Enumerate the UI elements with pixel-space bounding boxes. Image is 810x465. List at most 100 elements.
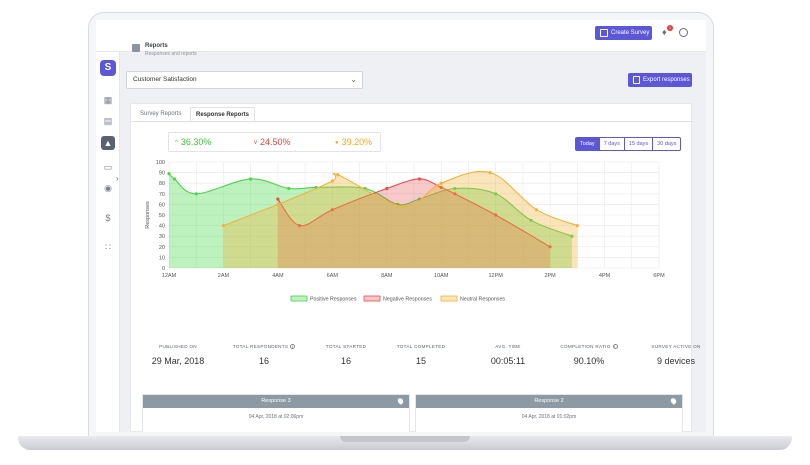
summary-label: TOTAL RESPONDENTS i [219,344,309,349]
dashboard-icon[interactable]: ▦ [103,95,113,105]
x-tick-label: 6AM [327,273,339,279]
data-point [221,224,226,228]
response-panel[interactable]: Response 3 04 Apr, 2018 at 02:06pm [142,394,410,432]
summary-value: 16 [340,356,351,366]
summary-item: AVG. TIME 00:05:11 [463,344,553,366]
x-tick-label: 8AM [381,273,393,279]
y-tick-label: 30 [159,234,165,240]
summary-value: 90.10% [573,356,605,366]
summary-item: COMPLETION RATIO i 90.10% [544,344,634,366]
y-tick-label: 60 [159,202,165,208]
clipboard-icon[interactable]: ▤ [103,116,113,126]
summary-label-text: COMPLETION RATIO [560,344,611,349]
data-point [453,186,457,191]
data-point [488,171,492,175]
report-card: Survey Reports Response Reports ^ 36.30% … [130,103,700,432]
page-title: Reports [145,43,168,49]
data-point [417,177,422,181]
create-survey-button[interactable]: Create Survey [595,26,652,40]
summary-label-text: TOTAL RESPONDENTS [232,344,289,349]
summary-label: COMPLETION RATIO i [544,344,634,349]
y-tick-label: 0 [162,266,165,272]
range-30-days-button[interactable]: 30 days [657,141,677,147]
legend-label: Positive Responses [310,297,357,303]
series-area [223,171,578,268]
y-tick-label: 80 [159,181,165,187]
series-area [169,173,572,268]
user-avatar-icon[interactable] [679,28,688,37]
x-tick-label: 12PM [488,273,503,279]
stat-neutral: ● 39.20% [335,137,372,149]
location-pin-icon[interactable] [669,397,678,405]
data-point [194,192,198,196]
x-tick-label: 4PM [599,273,611,279]
arrow-up-icon: ^ [175,140,178,146]
range-7-days-button[interactable]: 7 days [600,138,625,150]
data-point [439,185,443,190]
response-date: 04 Apr, 2018 at 02:06pm [248,414,304,420]
laptop-notch [340,436,470,442]
response-panel[interactable]: Response 2 04 Apr, 2018 at 01:02pm [415,394,683,432]
summary-value: 29 Mar, 2018 [151,356,205,366]
page-subtitle: Responses and reports [145,51,197,57]
data-point [276,202,280,206]
data-point [249,177,253,181]
response-title: Response 2 [534,398,564,404]
y-tick-label: 10 [159,255,165,261]
top-bar: Create Survey ♦ 1 [96,20,706,52]
summary-value: 16 [258,356,269,366]
summary-label-text: TOTAL STARTED [325,344,367,349]
apps-grid-icon[interactable]: ∷ [105,242,111,252]
arrow-down-icon: v [254,140,257,146]
monitor-icon[interactable]: ▭ [103,162,113,172]
data-point [575,224,579,228]
export-responses-button[interactable]: Export responses [628,73,692,87]
response-panel-header: Response 3 [143,395,409,408]
legend-swatch [363,295,381,302]
data-point [401,204,405,209]
data-point [534,208,539,212]
data-point [330,179,334,183]
y-tick-label: 100 [156,160,165,166]
x-tick-label: 6PM [653,273,665,279]
legend-swatch [440,295,458,302]
series-area [277,178,551,268]
summary-label: TOTAL COMPLETED [376,344,466,349]
survey-select[interactable]: Customer Satisfaction ⌄ [126,71,363,89]
summary-label: AVG. TIME [463,344,553,349]
sidebar: S ▦ ▤ ▲ ▭ ◉ $ ∷ › [96,52,120,432]
palette-icon[interactable]: ◉ [104,183,112,193]
y-tick-label: 70 [159,192,165,198]
y-tick-label: 40 [159,224,165,230]
data-point [570,234,574,238]
export-responses-label: Export responses [643,77,690,83]
responses-chart: 0 10 20 30 40 50 60 70 80 90 100 12AM 2AM 4AM 6AM 8AM 10… [145,160,665,303]
data-point [287,186,291,191]
summary-item: SURVEY ACTIVE ON 9 devices [631,344,706,366]
billing-icon[interactable]: $ [105,213,111,223]
response-title: Response 3 [261,398,291,404]
summary-label-text: PUBLISHED ON [159,344,197,349]
summary-value: 15 [415,356,426,366]
app-screen: Create Survey ♦ 1 S ▦ ▤ ▲ ▭ ◉ $ ∷ › Repo… [96,20,706,432]
location-pin-icon[interactable] [396,397,405,405]
info-icon[interactable]: i [612,344,618,349]
tab-survey-reports[interactable]: Survey Reports [140,111,182,117]
reports-icon[interactable]: ▲ [101,136,115,150]
reports-page-icon [132,44,140,52]
range-today-button[interactable]: Today [576,138,600,150]
notification-badge: 1 [667,25,673,31]
legend-label: Neutral Responses [460,297,505,303]
survey-select-value: Customer Satisfaction [133,76,197,83]
data-point [548,245,552,249]
date-range-selector: Today 7 days 15 days 30 days [575,137,682,151]
tab-response-reports[interactable]: Response Reports [190,107,256,121]
x-tick-label: 2PM [544,273,556,279]
bell-icon[interactable]: ♦ [662,27,667,37]
app-logo-icon[interactable]: S [100,60,116,76]
data-point [453,192,457,196]
sidebar-expand-chevron-icon[interactable]: › [116,174,119,183]
range-15-days-button[interactable]: 15 days [625,138,654,150]
info-icon[interactable]: i [290,344,296,349]
data-point [298,224,302,228]
